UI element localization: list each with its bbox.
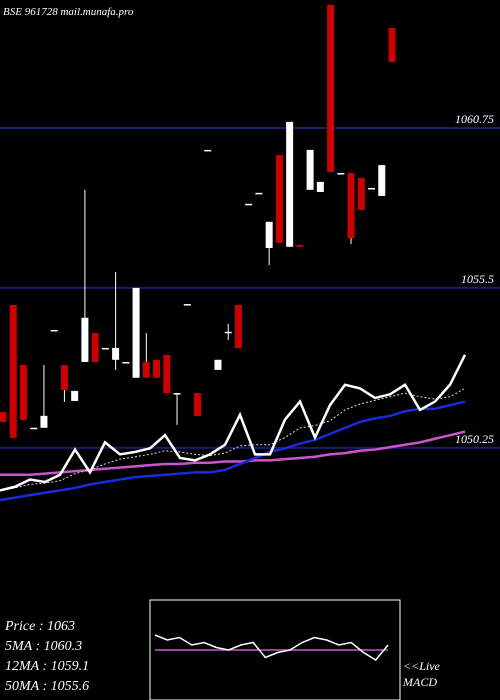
candle-body: [0, 411, 7, 422]
candle-body: [30, 427, 38, 430]
macd-line: [154, 634, 389, 661]
candle-body: [173, 393, 181, 395]
macd-label: MACD: [402, 675, 437, 689]
candle-body: [265, 221, 273, 249]
candle-body: [132, 287, 140, 378]
candle-body: [194, 393, 201, 416]
candle-body: [245, 203, 253, 206]
ma-line: [0, 387, 466, 491]
candle-body: [255, 192, 263, 195]
candle-body: [112, 347, 120, 360]
macd-label: <<Live: [403, 659, 441, 673]
ma-line: [0, 430, 466, 477]
chart-title: BSE 961728 mail.munafa.pro: [3, 6, 134, 18]
candle-body: [9, 304, 17, 438]
legend-text: 12MA : 1059.1: [5, 659, 89, 674]
candle-body: [224, 331, 232, 334]
candle-body: [71, 390, 79, 401]
candle-body: [368, 187, 376, 190]
candle-body: [275, 155, 283, 243]
y-tick-label: 1050.25: [455, 432, 494, 446]
candle-body: [388, 28, 396, 62]
candle-body: [60, 364, 68, 390]
candle-body: [204, 149, 212, 152]
candle-body: [101, 347, 109, 350]
legend-text: Price : 1063: [4, 619, 75, 634]
candle-body: [163, 354, 171, 394]
candle-body: [306, 149, 314, 190]
y-tick-label: 1060.75: [455, 112, 494, 126]
candle-body: [91, 333, 99, 362]
candle-body: [316, 181, 324, 192]
candle-body: [214, 359, 222, 370]
candle-body: [378, 165, 386, 196]
legend-text: 50MA : 1055.6: [5, 679, 89, 694]
candle-body: [286, 121, 294, 247]
candle-body: [142, 361, 150, 378]
candle-body: [327, 4, 335, 172]
candle-body: [347, 173, 355, 238]
candle-body: [122, 361, 130, 364]
candle-body: [296, 244, 304, 247]
candle-body: [183, 304, 191, 306]
candle-body: [19, 364, 27, 420]
legend-box: [0, 612, 148, 700]
y-tick-label: 1055.5: [461, 272, 494, 286]
candle-body: [81, 317, 89, 362]
candle-body: [153, 359, 161, 378]
candle-body: [50, 329, 58, 332]
legend-text: 5MA : 1060.3: [5, 639, 82, 654]
candle-body: [40, 415, 48, 428]
ma-line: [0, 400, 466, 502]
ma-line: [0, 354, 467, 492]
candle-body: [337, 173, 345, 175]
candle-body: [357, 177, 365, 210]
candle-body: [234, 304, 242, 348]
